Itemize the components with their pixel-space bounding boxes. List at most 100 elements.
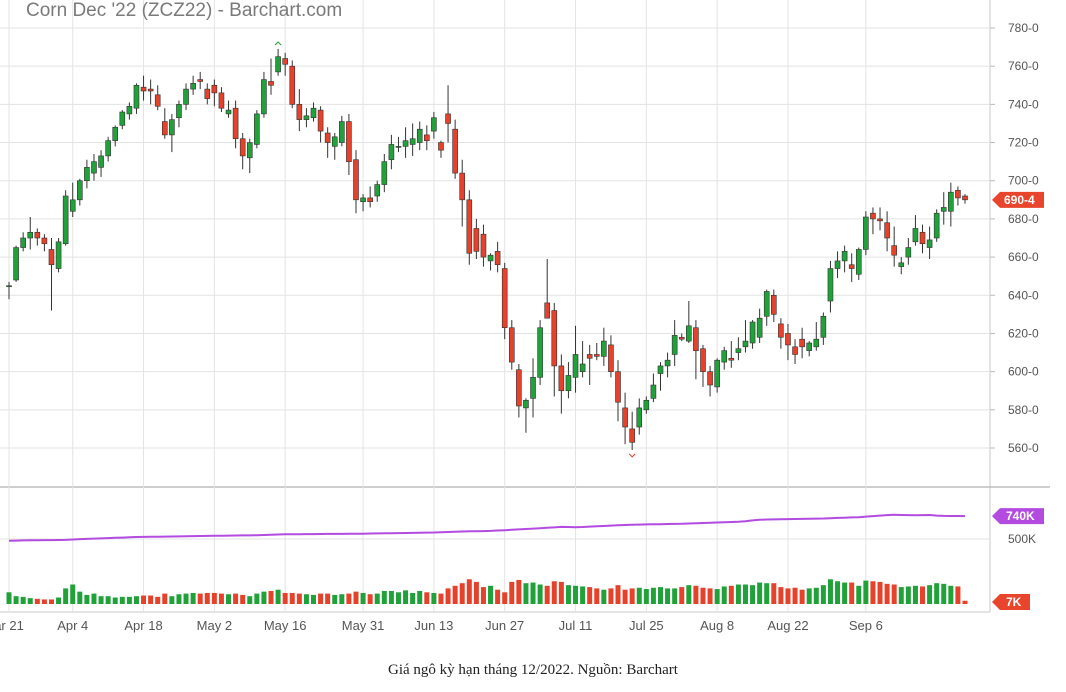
volume-bar — [325, 593, 331, 604]
volume-bar — [934, 583, 940, 604]
candle-body — [98, 155, 104, 168]
candle-body — [622, 407, 628, 428]
candle-body — [452, 128, 458, 174]
candle-body — [438, 142, 444, 151]
volume-bar — [424, 592, 430, 604]
volume-bar — [835, 581, 841, 604]
price-tick-label: 560-0 — [1008, 441, 1039, 455]
candle-body — [225, 109, 232, 115]
volume-bar — [693, 585, 699, 604]
candle-body — [84, 167, 90, 182]
volume-bar — [622, 589, 628, 604]
volume-bar — [679, 587, 685, 604]
volume-bar — [162, 593, 168, 604]
candle-body — [544, 302, 550, 319]
volume-bar — [608, 588, 614, 604]
volume-bar — [395, 592, 401, 604]
volume-bar — [318, 593, 324, 604]
volume-axis: 500K 740K 7K — [992, 508, 1044, 610]
candle-body — [742, 340, 749, 348]
volume-bar — [48, 599, 54, 604]
volume-bar — [495, 589, 501, 604]
volume-bar — [459, 583, 465, 604]
candle-body — [275, 56, 281, 73]
candle-body — [473, 228, 480, 252]
candle-body — [558, 365, 565, 392]
date-tick-label: ar 21 — [0, 618, 24, 633]
volume-bar — [884, 583, 890, 604]
volume-bar — [417, 591, 423, 604]
candle-body — [374, 184, 381, 197]
chart-gridlines — [0, 0, 1050, 613]
candle-body — [693, 327, 699, 351]
candle-body — [140, 86, 147, 92]
candle-body — [339, 121, 345, 143]
volume-bar — [629, 588, 635, 604]
chart-title: Corn Dec '22 (ZCZ22) - Barchart.com — [26, 0, 342, 21]
volume-bar — [955, 586, 961, 604]
volume-bar — [686, 585, 692, 604]
date-tick-label: Jun 13 — [414, 618, 453, 633]
volume-bar — [750, 585, 756, 604]
volume-average-line — [8, 513, 966, 542]
candle-body — [268, 81, 274, 86]
candle-body — [367, 197, 373, 203]
candle-body — [69, 199, 76, 212]
candle-body — [409, 138, 416, 145]
volume-bar — [41, 599, 47, 604]
volume-bar — [403, 590, 409, 604]
candle-body — [593, 354, 600, 357]
volume-bar — [126, 596, 132, 604]
date-tick-label: Jun 27 — [485, 618, 524, 633]
volume-bar — [488, 585, 494, 604]
volume-bar — [452, 585, 458, 604]
date-tick-label: Sep 6 — [849, 618, 883, 633]
volume-bar — [445, 588, 451, 604]
volume-bar — [339, 594, 345, 604]
volume-bar — [27, 598, 33, 604]
volume-bar — [757, 582, 763, 604]
candle-body — [494, 251, 501, 266]
candle-body — [870, 212, 876, 220]
price-tick-label: 620-0 — [1008, 326, 1039, 340]
candle-body — [629, 428, 635, 443]
candle-body — [664, 359, 671, 367]
candle-body — [246, 142, 253, 159]
volume-bar — [643, 589, 649, 604]
candle-body — [962, 195, 968, 201]
volume-series — [6, 513, 968, 604]
volume-bar — [240, 594, 246, 604]
volume-bar — [6, 592, 12, 604]
volume-bar — [303, 594, 309, 604]
volume-bar — [502, 592, 508, 604]
candle-body — [579, 363, 586, 372]
volume-bar — [636, 587, 642, 604]
volume-bar — [34, 598, 40, 604]
volume-bar — [218, 593, 224, 604]
candle-body — [891, 245, 897, 256]
date-tick-label: Aug 8 — [700, 618, 734, 633]
candle-body — [416, 128, 423, 143]
volume-bar — [551, 581, 557, 604]
candle-body — [466, 199, 473, 254]
volume-bar — [13, 596, 19, 604]
volume-bar — [601, 589, 607, 604]
candle-body — [721, 350, 728, 363]
candle-body — [183, 88, 189, 105]
volume-bar — [891, 584, 897, 604]
candle-body — [820, 315, 827, 338]
volume-bar — [268, 591, 274, 604]
volume-bar — [707, 588, 713, 604]
volume-bar — [311, 594, 317, 604]
price-tick-label: 760-0 — [1008, 59, 1039, 73]
candle-body — [898, 262, 905, 267]
candle-body — [133, 84, 140, 109]
candle-body — [508, 327, 515, 363]
candle-body — [169, 119, 175, 136]
volume-bar — [764, 583, 770, 604]
candle-body — [657, 365, 664, 374]
volume-bar — [714, 589, 720, 604]
volume-bar — [176, 594, 182, 604]
volume-bar — [771, 583, 777, 604]
volume-bar — [247, 596, 253, 604]
